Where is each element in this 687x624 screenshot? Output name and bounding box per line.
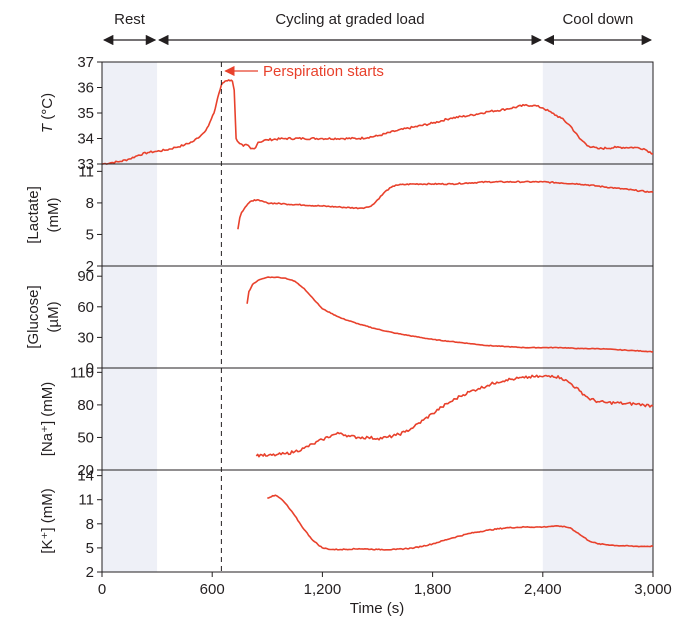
y-tick-label-4-0: 2 (86, 564, 94, 581)
y-tick-label-4-2: 8 (86, 516, 94, 533)
y-tick-label-2-3: 90 (77, 268, 94, 285)
panel-0: 33 34 35 36 37 T (°C) (39, 54, 654, 173)
y-tick-label-3-3: 110 (70, 364, 94, 381)
y-tick-label-4-4: 14 (77, 468, 94, 485)
annotation-label: Perspiration starts (263, 63, 384, 80)
y-tick-label-4-3: 11 (78, 492, 94, 509)
y-tick-label-1-2: 8 (86, 195, 94, 212)
y-axis-title-unit-1: (mM) (45, 198, 62, 233)
y-axis-title-unit-4: (mM) (39, 488, 56, 527)
y-tick-label-0-1: 34 (77, 131, 94, 148)
x-tick-label-0: 0 (98, 581, 106, 598)
x-tick-label-4: 2,400 (524, 581, 562, 598)
x-tick-label-2: 1,200 (304, 581, 342, 598)
series-line-4 (267, 494, 654, 551)
y-tick-label-1-3: 11 (78, 163, 94, 180)
y-axis-title-4: [K⁺] (mM) (39, 488, 56, 553)
series-line-3 (255, 374, 654, 458)
shade-2 (542, 62, 653, 572)
y-axis-title-main-2: [Glucose] (25, 285, 42, 348)
x-tick-label-5: 3,000 (634, 581, 672, 598)
y-axis-title-2: [Glucose] (µM) (25, 285, 62, 348)
y-axis-title-unit-3: (mM) (39, 382, 56, 421)
x-tick-label-3: 1,800 (414, 581, 452, 598)
y-tick-label-0-4: 37 (77, 54, 94, 71)
series-line-0 (101, 79, 653, 165)
y-tick-label-3-1: 50 (77, 429, 94, 446)
y-axis-title-3: [Na⁺] (mM) (39, 382, 56, 457)
y-tick-label-0-0: 33 (77, 156, 94, 173)
y-axis-title-1: [Lactate] (mM) (25, 186, 62, 244)
y-tick-label-1-1: 5 (86, 226, 94, 243)
y-axis-title-main-4: [K⁺] (39, 527, 56, 553)
series-line-2 (246, 276, 654, 353)
y-tick-label-2-2: 60 (77, 299, 94, 316)
panel-2: 0 30 60 90 [Glucose] (µM) (25, 265, 654, 377)
y-tick-label-1-0: 2 (86, 258, 94, 275)
y-axis-title-0: T (°C) (39, 93, 56, 133)
phase-label-1: Cycling at graded load (275, 11, 424, 28)
perspiration-annotation: Perspiration starts (220, 62, 384, 572)
y-tick-label-2-0: 0 (86, 360, 94, 377)
panel-4: 2 5 8 11 14 [K⁺] (mM) (39, 468, 654, 581)
y-axis-title-main-3: [Na⁺] (39, 421, 56, 456)
y-axis-title-main-0: T (39, 122, 56, 133)
phase-label-0: Rest (114, 11, 146, 28)
y-tick-label-2-1: 30 (77, 329, 94, 346)
x-axis-title: Time (s) (350, 600, 404, 617)
y-tick-label-4-1: 5 (86, 540, 94, 557)
phase-shading (102, 62, 653, 572)
y-tick-label-0-2: 35 (77, 105, 94, 122)
x-tick-label-1: 600 (200, 581, 225, 598)
y-tick-label-3-2: 80 (77, 397, 94, 414)
y-tick-label-3-0: 20 (77, 462, 94, 479)
phase-label-2: Cool down (562, 11, 633, 28)
panel-3: 20 50 80 110 [Na⁺] (mM) (39, 364, 654, 479)
series-line-1 (237, 180, 654, 230)
y-tick-label-0-3: 36 (77, 80, 94, 97)
panel-frame-4 (101, 469, 654, 573)
y-axis-title-unit-2: (µM) (45, 301, 62, 332)
y-axis-title-unit-0: (°C) (39, 93, 56, 124)
phase-labels: Rest Cycling at graded load Cool down (102, 11, 653, 46)
x-axis: Time (s) 0 600 1,200 1,800 2,400 3,000 (98, 572, 672, 617)
y-axis-title-main-1: [Lactate] (25, 186, 42, 244)
shade-0 (102, 62, 158, 572)
